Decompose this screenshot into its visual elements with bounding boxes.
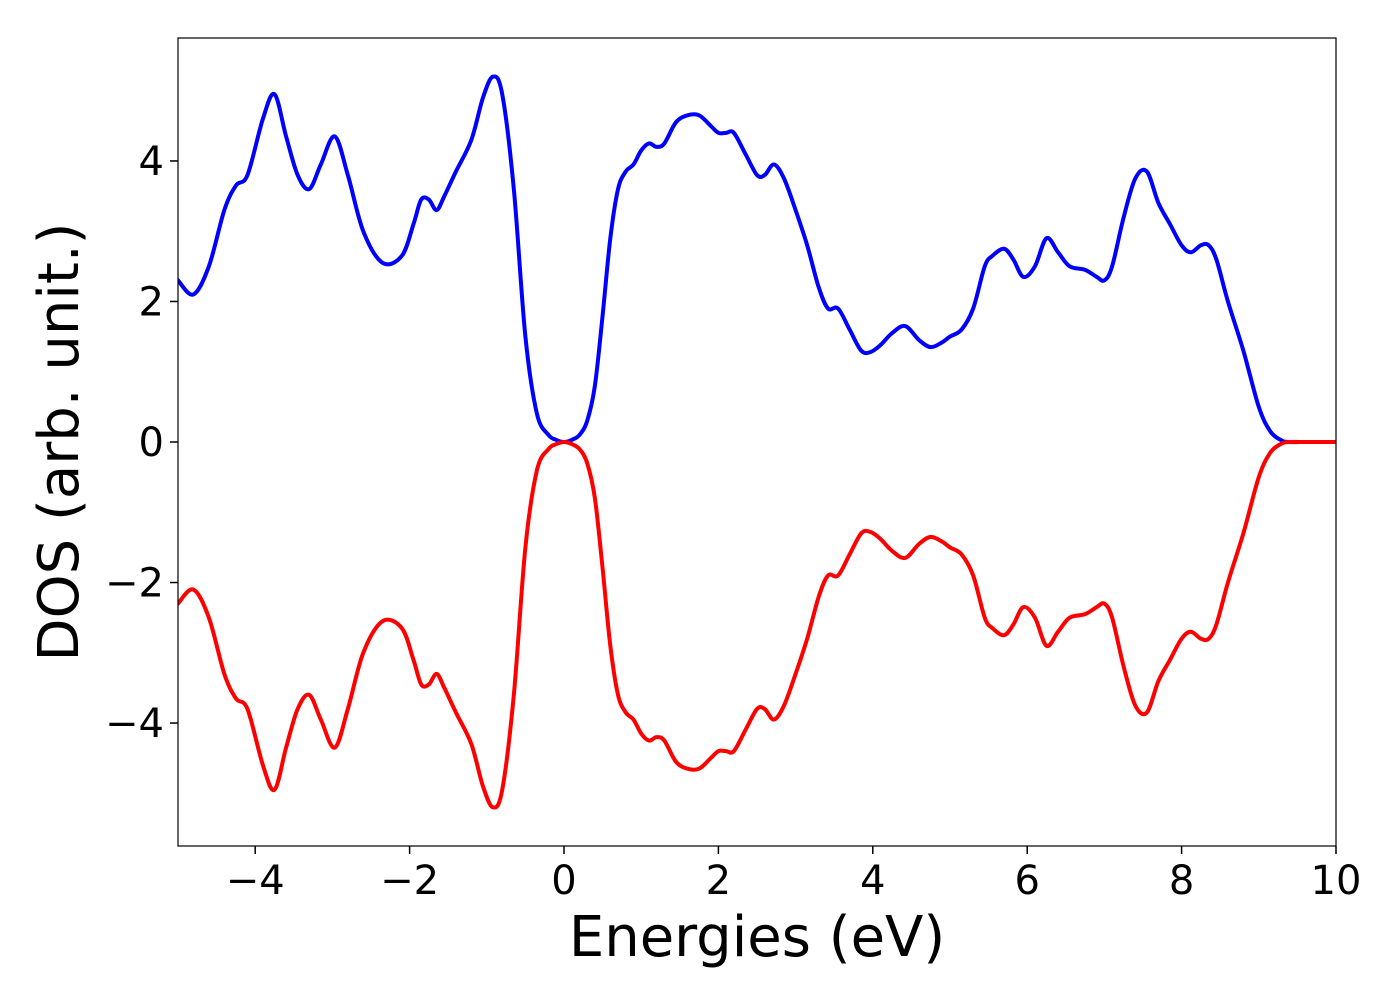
x-axis-ticks: −4 −2 0 2 4 6 8 10 [226,846,1362,904]
series-layer [178,74,1336,810]
plot-frame [177,37,1337,847]
x-axis-label: Energies (eV) [569,905,945,970]
y-tick-label: −4 [105,701,164,747]
y-tick-label: 2 [139,279,164,325]
x-tick-label: 6 [1014,858,1039,904]
y-tick-label: 0 [139,420,164,466]
dos-lower-line [178,439,1336,810]
x-tick-label: 8 [1169,858,1194,904]
y-axis-ticks: −4 −2 0 2 4 [105,139,178,747]
x-tick-label: 10 [1311,858,1362,904]
y-tick-label: 4 [139,139,164,185]
x-tick-label: 2 [706,858,731,904]
x-tick-label: 4 [860,858,885,904]
x-tick-label: −2 [380,858,439,904]
y-axis-label: DOS (arb. unit.) [27,222,92,661]
y-tick-label: −2 [105,561,164,607]
x-tick-label: −4 [226,858,285,904]
dos-upper-line [178,74,1336,445]
x-tick-label: 0 [551,858,576,904]
